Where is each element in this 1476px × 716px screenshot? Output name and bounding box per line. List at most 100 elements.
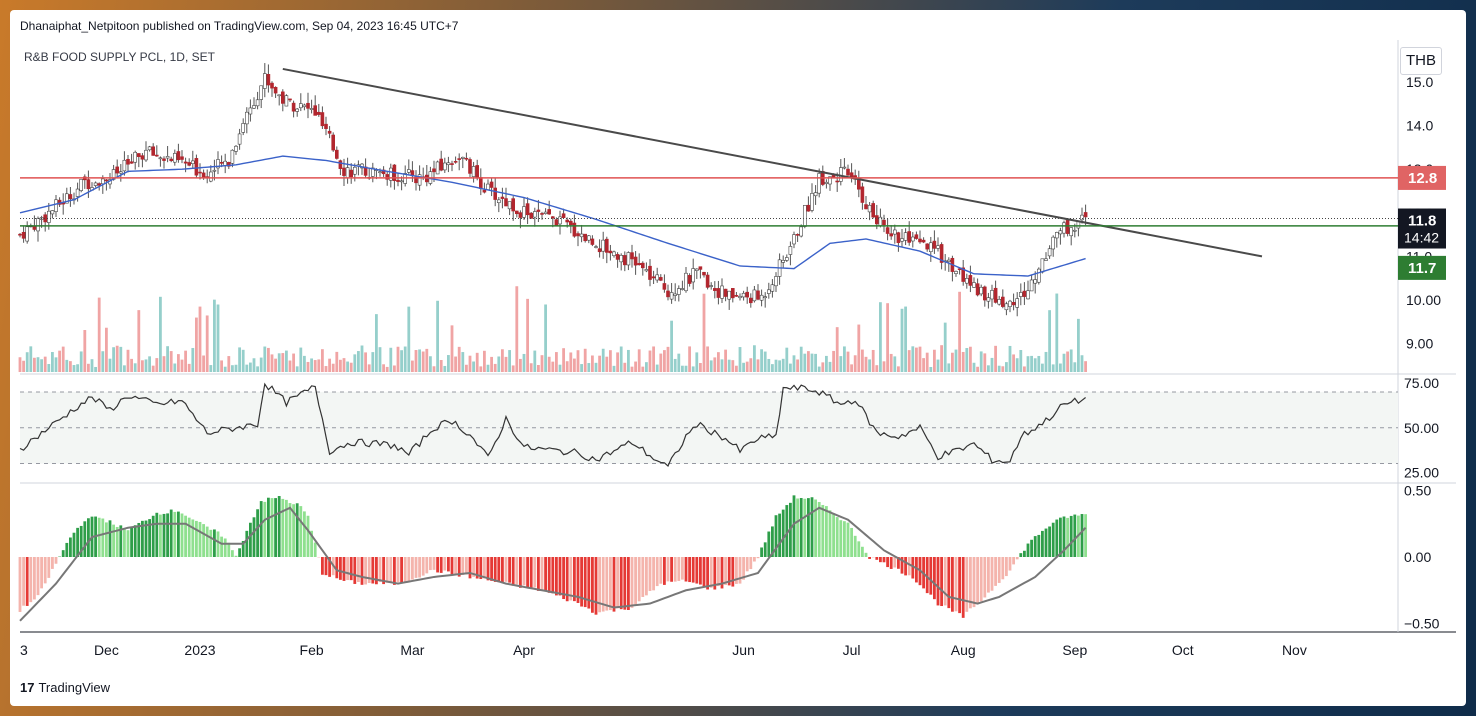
candle (892, 229, 897, 235)
histogram-bar (213, 529, 216, 557)
volume-bar (148, 356, 151, 372)
volume-bar (270, 354, 274, 372)
histogram-bar (457, 557, 461, 577)
volume-bar (961, 351, 965, 372)
currency-button[interactable]: THB (1400, 47, 1442, 75)
volume-bar (1005, 362, 1008, 372)
volume-bar (529, 363, 533, 372)
candle (457, 158, 462, 160)
histogram-bar (1037, 534, 1041, 557)
candle (601, 239, 606, 252)
histogram-bar (875, 557, 879, 560)
candle (284, 95, 289, 107)
histogram-bar (1066, 517, 1069, 557)
volume-bar (803, 353, 807, 372)
histogram-bar (97, 517, 101, 557)
candle (745, 291, 750, 298)
histogram-bar (616, 557, 619, 609)
volume-bar (771, 364, 774, 372)
volume-bar (940, 345, 943, 372)
histogram-bar (400, 557, 403, 584)
volume-bar (994, 345, 997, 372)
volume-bar (1051, 364, 1055, 372)
candle (536, 209, 541, 212)
volume-bar (735, 365, 738, 372)
volume-bar (450, 325, 454, 372)
histogram-bar (648, 557, 652, 591)
volume-bar (857, 324, 861, 372)
volume-bar (717, 352, 720, 372)
volume-bar (493, 363, 497, 372)
candle (608, 250, 613, 254)
candle (806, 204, 811, 212)
symbol-title: R&B FOOD SUPPLY PCL, 1D, SET (24, 50, 215, 64)
volume-bar (465, 364, 468, 372)
histogram-bar (335, 557, 339, 579)
volume-bar (25, 352, 29, 372)
volume-bar (1019, 350, 1023, 372)
volume-bar (979, 351, 983, 372)
histogram-bar (619, 557, 623, 610)
volume-bar (87, 363, 90, 372)
histogram-bar (612, 557, 616, 612)
volume-bar (904, 306, 907, 372)
volume-bar (677, 353, 681, 372)
histogram-bar (1023, 550, 1026, 557)
histogram-bar (472, 557, 475, 577)
histogram-bar (735, 557, 738, 584)
histogram-bar (814, 499, 817, 557)
footer-brand[interactable]: 17 TradingView (20, 680, 110, 695)
histogram-bar (112, 524, 115, 557)
volume-bar (1001, 366, 1005, 372)
volume-bar (61, 346, 65, 372)
histogram-bar (879, 557, 882, 563)
volume-bar (263, 346, 267, 372)
histogram-bar (375, 557, 378, 585)
histogram-bar (1019, 553, 1023, 557)
volume-bar (965, 348, 969, 372)
candle (532, 211, 537, 218)
volume-bar (108, 358, 112, 372)
volume-bar (141, 360, 144, 372)
histogram-bar (637, 557, 641, 602)
time-tick-label: Oct (1172, 642, 1194, 658)
volume-bar (972, 362, 976, 372)
volume-bar (1069, 349, 1073, 372)
histogram-bar (36, 557, 40, 596)
histogram-bar (1048, 526, 1051, 557)
volume-bar (778, 360, 781, 372)
candle (137, 153, 141, 157)
volume-bar (241, 349, 245, 372)
histogram-bar (159, 514, 162, 557)
volume-bar (807, 351, 810, 372)
candle (936, 245, 940, 249)
histogram-bar (367, 557, 371, 584)
volume-bar (609, 350, 612, 372)
candle (586, 235, 591, 241)
candle (36, 218, 40, 232)
histogram-bar (663, 557, 666, 585)
volume-bar (483, 350, 486, 372)
histogram-bar (933, 557, 936, 600)
histogram-bar (436, 557, 439, 573)
volume-bar (799, 346, 803, 372)
candle (993, 287, 998, 303)
volume-bar (598, 355, 601, 372)
volume-bar (357, 351, 360, 372)
candle (191, 160, 195, 164)
volume-bar (159, 296, 162, 372)
volume-bar (713, 357, 717, 372)
histogram-bar (555, 557, 558, 596)
histogram-bar (310, 530, 313, 557)
candle (734, 295, 739, 297)
price-tick-label: 14.0 (1406, 118, 1433, 134)
candle (979, 286, 984, 295)
volume-bar (562, 348, 565, 372)
volume-bar (94, 366, 97, 372)
histogram-bar (493, 557, 497, 582)
candle (514, 210, 519, 215)
candle (957, 268, 962, 271)
histogram-bar (817, 502, 821, 557)
candle (964, 278, 969, 284)
